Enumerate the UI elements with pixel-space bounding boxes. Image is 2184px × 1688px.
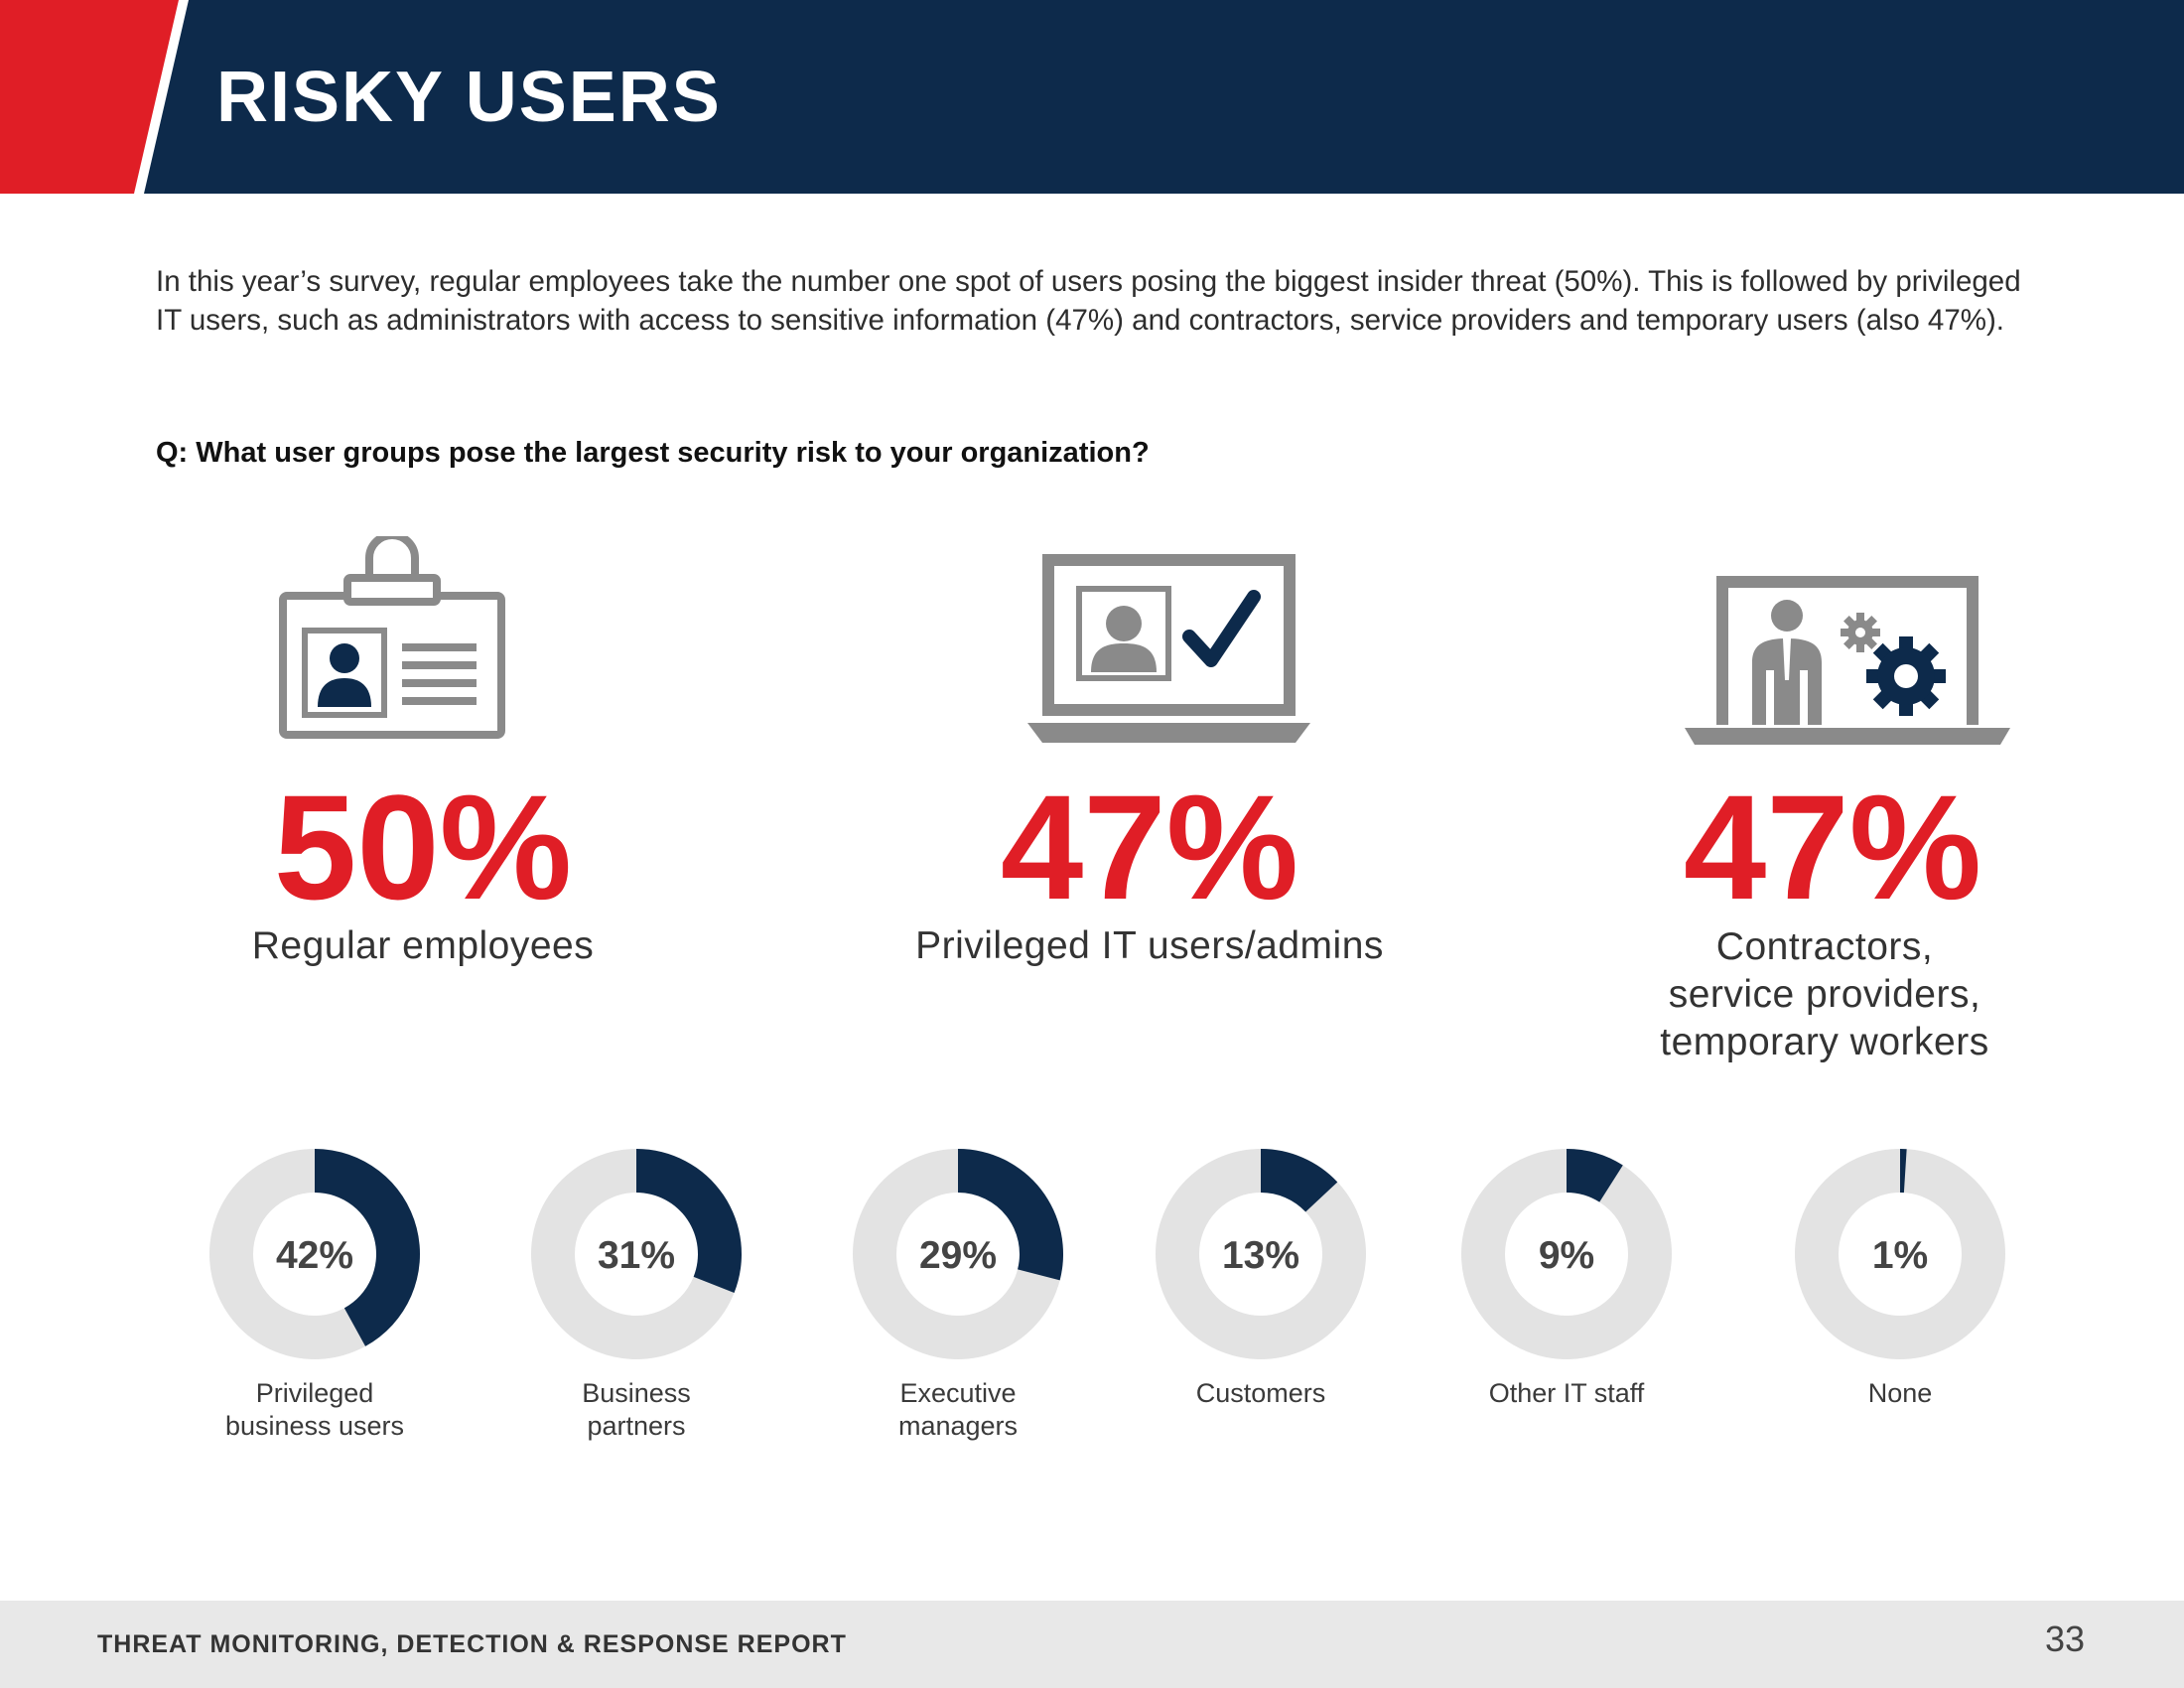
stat-value-privileged-it: 47% (1000, 764, 1299, 930)
donut-chart: 13% (1156, 1149, 1366, 1359)
donut-category-line: Other IT staff (1488, 1378, 1645, 1408)
donut-item: 1% None (1741, 1145, 2059, 1410)
header-banner: RISKY USERS (0, 0, 2184, 194)
donut-segment (636, 1149, 742, 1294)
donut-chart: 31% (531, 1149, 742, 1359)
id-badge-icon (279, 536, 505, 739)
donut-segment (315, 1149, 420, 1346)
donut-value-label: 1% (1872, 1234, 1928, 1277)
donut-category-line: Executive (899, 1378, 1017, 1408)
stat-value-contractors: 47% (1683, 764, 1982, 930)
donut-value-label: 31% (598, 1234, 675, 1277)
donut-category-line: Privileged (255, 1378, 374, 1408)
stat-label-privileged-it: Privileged IT users/admins (832, 922, 1467, 970)
donut-segment (958, 1149, 1063, 1281)
donut-value-label: 42% (276, 1234, 353, 1277)
stat-label-regular-employees: Regular employees (105, 922, 741, 970)
donut-category-line: None (1867, 1378, 1933, 1408)
stat-label-line: Privileged IT users/admins (915, 924, 1384, 967)
donut-chart: 9% (1461, 1149, 1672, 1359)
intro-paragraph: In this year’s survey, regular employees… (156, 265, 2021, 337)
page-title: RISKY USERS (216, 58, 722, 137)
donut-category-line: managers (897, 1411, 1019, 1441)
header-shapes (0, 0, 2184, 194)
donut-category-label: Executive managers (799, 1377, 1117, 1443)
stat-label-line: Contractors, (1715, 925, 1934, 968)
footer-report-title: THREAT MONITORING, DETECTION & RESPONSE … (97, 1630, 847, 1658)
survey-question: Q: What user groups pose the largest sec… (156, 437, 1150, 469)
donut-category-label: Other IT staff (1408, 1377, 1725, 1410)
donut-segment (1567, 1149, 1623, 1202)
donut-category-line: business users (224, 1411, 405, 1441)
donut-chart: 42% (209, 1149, 420, 1359)
page-number: 33 (2044, 1618, 2085, 1659)
stat-label-line: temporary workers (1660, 1021, 1989, 1063)
footer-bar: THREAT MONITORING, DETECTION & RESPONSE … (0, 1601, 2184, 1688)
stat-label-line: Regular employees (251, 924, 595, 967)
donut-category-line: Customers (1195, 1378, 1326, 1408)
donut-value-label: 13% (1222, 1234, 1299, 1277)
donut-value-label: 29% (919, 1234, 997, 1277)
donut-category-line: partners (587, 1411, 686, 1441)
donut-category-line: Business (582, 1378, 691, 1408)
donut-category-label: Business partners (478, 1377, 795, 1443)
donut-value-label: 9% (1539, 1234, 1594, 1277)
donut-segment (1900, 1149, 1907, 1194)
donut-item: 42% Privileged business users (156, 1145, 474, 1443)
donut-chart: 1% (1795, 1149, 2005, 1359)
stat-label-contractors: Contractors, service providers, temporar… (1507, 923, 2142, 1066)
donut-chart: 29% (853, 1149, 1063, 1359)
donut-item: 13% Customers (1102, 1145, 1420, 1410)
stat-label-line: service providers, (1668, 973, 1981, 1016)
donut-category-label: Customers (1102, 1377, 1420, 1410)
stat-value-regular-employees: 50% (273, 764, 573, 930)
donut-item: 31% Business partners (478, 1145, 795, 1443)
donut-item: 29% Executive managers (799, 1145, 1117, 1443)
donut-category-label: Privileged business users (156, 1377, 474, 1443)
header-navy-bar (144, 0, 2184, 194)
header-red-accent (0, 0, 179, 194)
donut-segment (1261, 1149, 1338, 1212)
laptop-checkmark-icon (1027, 554, 1310, 743)
donut-item: 9% Other IT staff (1408, 1145, 1725, 1410)
donut-category-label: None (1741, 1377, 2059, 1410)
laptop-person-gears-icon (1685, 576, 2010, 745)
